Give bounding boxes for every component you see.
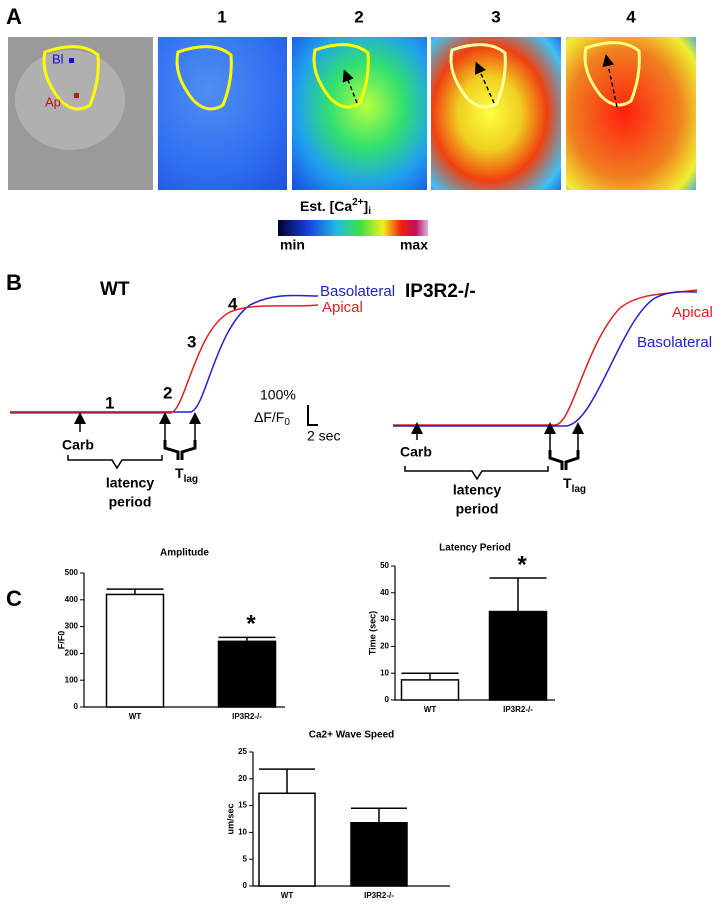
bar xyxy=(488,610,548,701)
colorbar-title-main: Est. [Ca xyxy=(300,198,352,214)
chart-title: Ca2+ Wave Speed xyxy=(309,730,395,741)
phase-label: 1 xyxy=(105,393,114,412)
phase-label: 3 xyxy=(187,332,196,351)
tlag-main: T xyxy=(563,475,572,491)
trace-title: IP3R2-/- xyxy=(405,281,476,302)
y-tick-label: 0 xyxy=(243,881,248,890)
colorbar-title-sub: i xyxy=(368,206,371,217)
y-tick-label: 5 xyxy=(243,854,248,863)
scale-y-unit-main: ΔF/F xyxy=(254,409,284,425)
frame-label: 4 xyxy=(626,7,636,26)
bar xyxy=(400,679,460,701)
y-tick-label: 50 xyxy=(380,561,389,570)
colorbar-min: min xyxy=(280,237,305,253)
y-tick-label: 200 xyxy=(65,649,79,658)
y-tick-label: 0 xyxy=(385,695,390,704)
y-axis-label: Time (sec) xyxy=(367,611,377,655)
tlag-sub: lag xyxy=(572,484,586,495)
y-tick-label: 25 xyxy=(238,747,247,756)
stimulus-label: Carb xyxy=(400,444,432,460)
x-tick-label: IP3R2-/- xyxy=(364,891,394,900)
colorbar-title: Est. [Ca2+]i xyxy=(300,197,371,217)
phase-label: 2 xyxy=(163,383,172,402)
y-axis-label: um/sec xyxy=(225,803,235,834)
tlag-main: T xyxy=(175,465,184,481)
traces xyxy=(10,289,698,427)
y-tick-label: 20 xyxy=(238,774,247,783)
panel-label: B xyxy=(6,270,22,295)
y-axis-label: F/F0 xyxy=(56,631,66,650)
y-tick-label: 10 xyxy=(238,828,247,837)
frame-label: 1 xyxy=(217,7,226,26)
x-tick-label: WT xyxy=(129,712,142,721)
panel-label: C xyxy=(6,586,22,611)
annotation-arrows xyxy=(67,405,584,481)
colorbar-max: max xyxy=(400,237,428,253)
bar xyxy=(350,822,408,887)
x-tick-label: IP3R2-/- xyxy=(232,712,262,721)
scale-y: 100% xyxy=(260,387,296,403)
latency-label: period xyxy=(456,501,499,517)
significance-star: * xyxy=(246,611,256,638)
bar xyxy=(105,593,165,708)
latency-label: latency xyxy=(453,482,501,498)
images xyxy=(8,37,696,190)
y-tick-label: 15 xyxy=(238,801,247,810)
region-label: Ap xyxy=(45,94,61,109)
bar xyxy=(258,792,316,887)
bar xyxy=(217,640,277,708)
y-tick-label: 500 xyxy=(65,568,79,577)
series-label: Basolateral xyxy=(637,334,712,351)
latency-label: period xyxy=(109,494,152,510)
chart-title: Latency Period xyxy=(439,543,511,554)
y-tick-label: 0 xyxy=(74,702,79,711)
y-tick-label: 400 xyxy=(65,595,79,604)
tlag-sub: lag xyxy=(184,474,198,485)
trace-title: WT xyxy=(100,279,130,300)
colorbar-title-close: ] xyxy=(364,198,369,214)
y-tick-label: 40 xyxy=(380,588,389,597)
phase-label: 4 xyxy=(228,294,238,313)
significance-star: * xyxy=(517,551,527,578)
tlag-label: Tlag xyxy=(175,465,198,485)
series-label: Apical xyxy=(672,304,713,321)
scale-y-unit-sub: 0 xyxy=(284,417,290,428)
scale-x: 2 sec xyxy=(307,428,340,444)
series-label: Apical xyxy=(322,299,363,316)
y-tick-label: 100 xyxy=(65,675,79,684)
colorbar xyxy=(278,220,428,236)
frame-label: 3 xyxy=(491,7,500,26)
y-tick-label: 10 xyxy=(380,668,389,677)
chart-title: Amplitude xyxy=(160,548,209,559)
x-tick-label: WT xyxy=(424,705,437,714)
y-tick-label: 30 xyxy=(380,615,389,624)
region-label: Bl xyxy=(52,51,64,66)
colorbar-title-sup: 2+ xyxy=(352,197,364,208)
frame-label: 2 xyxy=(354,7,363,26)
y-tick-label: 20 xyxy=(380,642,389,651)
stimulus-label: Carb xyxy=(62,437,94,453)
y-tick-label: 300 xyxy=(65,622,79,631)
series-label: Basolateral xyxy=(320,283,395,300)
scale-y-unit: ΔF/F0 xyxy=(254,409,290,428)
x-tick-label: IP3R2-/- xyxy=(503,705,533,714)
x-tick-label: WT xyxy=(281,891,294,900)
tlag-label: Tlag xyxy=(563,475,586,495)
panel-label: A xyxy=(6,4,22,29)
latency-label: latency xyxy=(106,475,154,491)
